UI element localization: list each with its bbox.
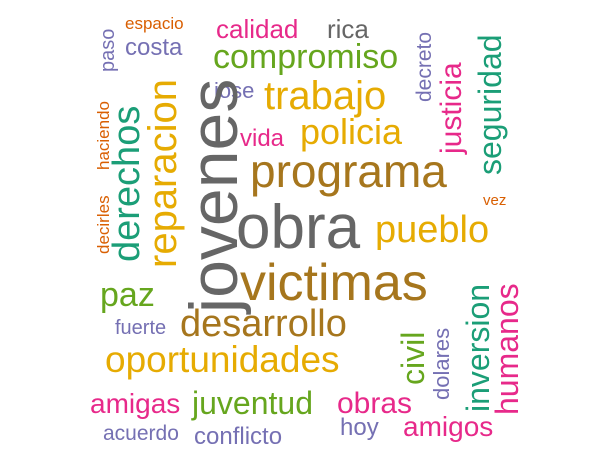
word-desarrollo: desarrollo xyxy=(180,303,347,345)
word-decirles: decirles xyxy=(94,195,113,254)
word-dolares: dolares xyxy=(429,327,454,400)
word-amigas: amigas xyxy=(90,388,181,419)
word-obra: obra xyxy=(236,193,361,262)
word-jovenes: jovenes xyxy=(176,78,252,313)
word-conflicto: conflicto xyxy=(194,423,283,450)
word-policia: policia xyxy=(300,111,403,152)
word-derechos: derechos xyxy=(106,105,148,262)
word-decreto: decreto xyxy=(413,31,436,102)
word-vez: vez xyxy=(483,192,507,209)
word-justicia: justicia xyxy=(435,62,468,154)
word-obras: obras xyxy=(337,387,413,420)
word-amigos: amigos xyxy=(403,411,494,442)
word-rica: rica xyxy=(327,14,369,44)
word-compromiso: compromiso xyxy=(213,38,399,76)
word-paz: paz xyxy=(100,276,155,314)
word-reparacion: reparacion xyxy=(141,78,185,268)
word-hoy: hoy xyxy=(340,414,379,441)
word-humanos: humanos xyxy=(489,283,525,415)
word-haciendo: haciendo xyxy=(94,100,113,170)
word-trabajo: trabajo xyxy=(264,74,387,118)
word-calidad: calidad xyxy=(216,14,299,44)
word-jose: jose xyxy=(214,78,255,103)
word-costa: costa xyxy=(125,34,183,61)
word-espacio: espacio xyxy=(125,14,184,33)
word-civil: civil xyxy=(395,331,431,385)
word-vida: vida xyxy=(240,125,285,152)
word-pueblo: pueblo xyxy=(375,209,490,251)
word-programa: programa xyxy=(250,145,447,197)
word-acuerdo: acuerdo xyxy=(103,422,179,445)
word-oportunidades: oportunidades xyxy=(105,339,340,380)
word-victimas: victimas xyxy=(240,254,428,312)
word-juventud: juventud xyxy=(192,385,313,421)
word-paso: paso xyxy=(97,28,119,72)
word-seguridad: seguridad xyxy=(472,34,508,175)
word-fuerte: fuerte xyxy=(115,317,167,339)
